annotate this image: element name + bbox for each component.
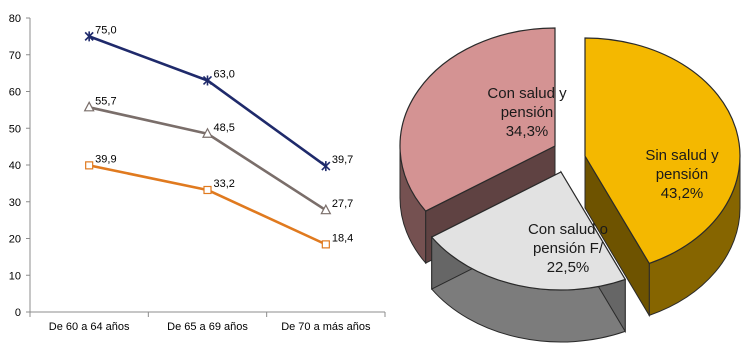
pie-slice — [584, 37, 741, 265]
data-label: 39,7 — [332, 154, 353, 166]
data-point-marker — [202, 75, 213, 86]
data-label: 27,7 — [332, 198, 353, 210]
data-label: 33,2 — [214, 178, 235, 190]
pie-slice-label-line: 43,2% — [661, 185, 704, 202]
data-point-marker — [203, 185, 212, 195]
data-point-marker — [321, 240, 330, 249]
data-label: 18,4 — [332, 232, 353, 244]
x-tick-label: De 65 a 69 años — [167, 321, 248, 333]
data-point-marker — [320, 203, 332, 215]
data-point-marker — [202, 127, 213, 138]
pie-slice-label-line: pensión F/ — [533, 240, 604, 257]
y-tick-label: 80 — [9, 13, 21, 25]
pie-slice-label-line: Con salud o — [528, 221, 608, 238]
data-label: 39,9 — [95, 153, 116, 165]
pie-slice — [399, 27, 556, 212]
pie-slice-label-line: pensión — [501, 104, 554, 121]
x-tick-label: De 60 a 64 años — [49, 321, 130, 333]
line-chart: 0 10 20 30 40 50 60 70 80 De 60 a 64 años De 65 a … — [9, 13, 386, 333]
y-tick-label: 70 — [9, 50, 21, 62]
data-point-marker — [85, 161, 94, 170]
pie-slice — [430, 171, 627, 291]
y-tick-label: 60 — [9, 87, 21, 99]
pie-slice-label-line: 34,3% — [506, 123, 549, 140]
y-tick-label: 20 — [9, 234, 21, 246]
data-point-marker — [84, 31, 94, 42]
data-point-marker — [83, 101, 95, 112]
pie-slice-label-line: Sin salud y — [645, 147, 719, 164]
y-tick-label: 10 — [9, 270, 21, 282]
pie-slice-label-line: 22,5% — [547, 259, 590, 276]
pie-slice-label: Con salud o pensión F/22,5% — [528, 221, 608, 276]
data-label: 63,0 — [214, 68, 235, 80]
pie-slice-label-line: Con salud y — [487, 85, 567, 102]
y-tick-label: 50 — [9, 123, 21, 135]
pie-slice-label-line: pensión — [656, 166, 709, 183]
x-tick-label: De 70 a más años — [281, 321, 371, 333]
y-tick-label: 30 — [9, 197, 21, 209]
data-label: 75,0 — [95, 24, 116, 36]
y-tick-label: 40 — [9, 160, 21, 172]
pie-slice-label: Sin salud y pensión 43,2% — [645, 147, 719, 202]
pie-slice-label: Con salud y pensión 34,3% — [487, 85, 567, 140]
data-label: 55,7 — [95, 95, 116, 107]
y-tick-label: 0 — [15, 307, 21, 319]
data-label: 48,5 — [214, 122, 235, 134]
data-point-marker — [321, 161, 331, 172]
